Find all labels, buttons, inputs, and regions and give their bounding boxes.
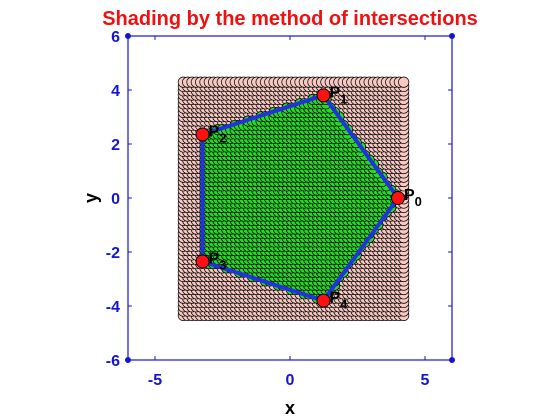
x-tick-label: -5 [148,372,162,389]
x-axis-ticks: -5 0 5 [148,36,430,389]
plot-area: P0 P1 P2 P3 P4 [177,76,422,321]
vertex-markers [195,88,405,308]
vertex-marker [316,88,331,103]
x-tick-label: 5 [421,372,430,389]
y-tick-label: 0 [111,191,120,208]
vertex-marker [316,293,331,308]
vertex-marker [195,254,210,269]
y-tick-label: 6 [111,29,120,46]
outside-grid-point [398,76,410,88]
vertex-label: P2 [209,124,227,146]
vertex-marker [195,127,210,142]
vertex-label: P1 [329,84,347,106]
polygon-outline [200,93,401,303]
vertex-marker [391,191,405,205]
y-tick-label: 4 [111,83,120,100]
x-tick-label: 0 [286,372,295,389]
x-axis-label: x [285,398,295,418]
y-axis-label: y [81,193,101,203]
y-tick-label: -4 [106,299,120,316]
chart-title: Shading by the method of intersections [102,8,478,30]
y-tick-label: -2 [106,245,120,262]
vertex-labels: P0 P1 P2 P3 P4 [209,84,422,311]
y-tick-label: -6 [106,353,120,370]
vertex-label: P4 [329,290,348,312]
y-tick-label: 2 [111,137,120,154]
vertex-label: P0 [404,187,422,209]
vertex-label: P3 [209,250,227,272]
y-axis-ticks: -6 -4 -2 0 2 4 6 [106,29,452,370]
